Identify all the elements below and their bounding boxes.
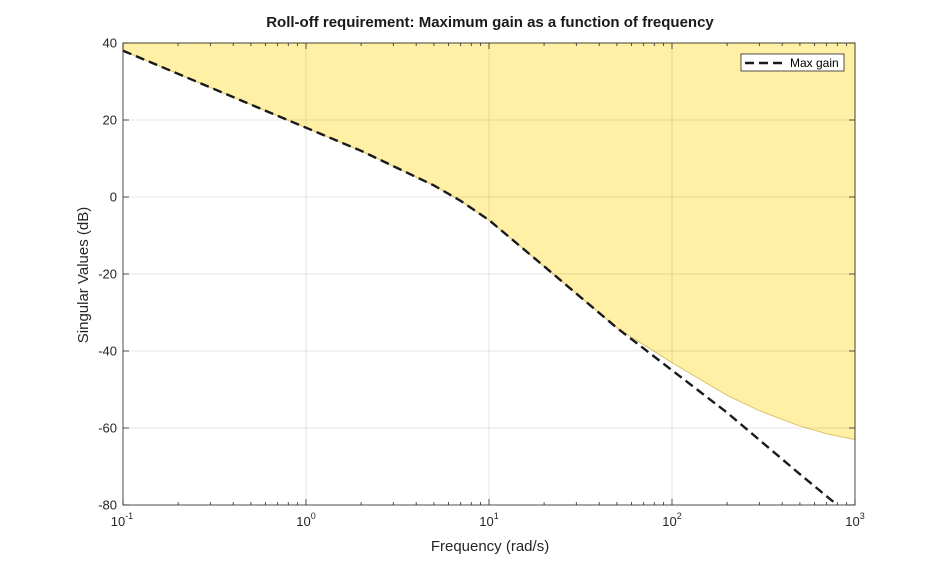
plot-area [122,42,856,506]
y-tick-label-2: 0 [110,190,117,205]
x-tick-labels: 10 -1 10 0 10 1 10 2 10 3 [111,511,865,529]
max-gain-line [122,49,839,506]
y-tick-label-4: -40 [98,344,117,359]
legend-label-max-gain: Max gain [790,56,839,70]
axes-box [122,42,856,506]
shaded-region [122,42,856,441]
x-tick-label-exponent-3: 2 [677,511,682,521]
y-axis-label: Singular Values (dB) [75,207,92,343]
x-tick-label-exponent-1: 0 [311,511,316,521]
y-tick-labels: 40 20 0 -20 -40 -60 -80 [98,36,117,513]
y-tick-label-0: 40 [103,36,117,51]
x-tick-label-3: 10 [662,514,676,529]
x-tick-label-0: 10 [111,514,125,529]
legend: Max gain [740,53,845,72]
y-tick-label-6: -80 [98,498,117,513]
chart-title: Roll-off requirement: Maximum gain as a … [266,14,714,31]
y-tick-label-5: -60 [98,421,117,436]
x-tick-label-exponent-2: 1 [494,511,499,521]
x-tick-label-4: 10 [845,514,859,529]
x-tick-label-exponent-4: 3 [860,511,865,521]
y-tick-label-1: 20 [103,113,117,128]
y-tick-label-3: -20 [98,267,117,282]
x-tick-label-2: 10 [479,514,493,529]
tick-marks [122,42,856,506]
x-tick-label-1: 10 [296,514,310,529]
x-tick-label-exponent-0: -1 [125,511,133,521]
x-axis-label: Frequency (rad/s) [431,538,549,555]
legend-box [740,53,845,72]
